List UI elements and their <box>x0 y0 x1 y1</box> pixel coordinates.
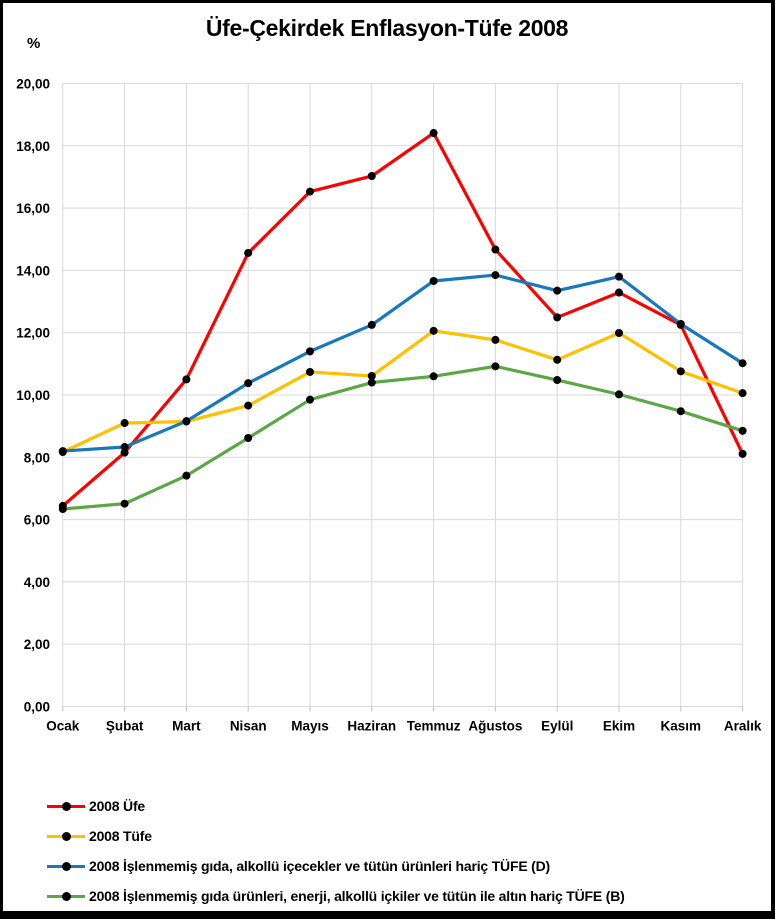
x-tick-label: Ağustos <box>468 719 522 734</box>
data-point-s3-2 <box>182 471 191 480</box>
data-point-s2-4 <box>306 347 314 356</box>
y-axis-unit-label: % <box>27 35 41 52</box>
data-point-s1-1 <box>120 419 129 428</box>
y-tick-label: 16,00 <box>16 201 50 216</box>
legend-item-2: 2008 İşlenmemiş gıda, alkollü içecekler … <box>47 851 625 881</box>
data-point-s0-11 <box>738 449 747 458</box>
data-point-s0-5 <box>367 172 376 181</box>
legend-marker-dot <box>62 831 71 841</box>
data-point-s2-0 <box>58 447 67 456</box>
data-point-s0-7 <box>491 245 500 254</box>
data-point-s2-10 <box>676 319 685 328</box>
x-tick-label: Aralık <box>724 719 762 734</box>
y-tick-label: 6,00 <box>24 513 50 528</box>
line-chart: 0,00 2,00 4,00 6,00 8,00 10,00 12,00 14,00 16,00… <box>16 77 762 734</box>
legend-line-marker-icon <box>47 861 85 871</box>
data-point-s2-11 <box>738 359 747 368</box>
data-point-s3-1 <box>120 499 129 508</box>
legend-item-3: 2008 İşlenmemiş gıda ürünleri, enerji, a… <box>47 881 625 911</box>
x-tick-label: Eylül <box>541 719 573 734</box>
x-tick-label: Kasım <box>661 719 702 734</box>
legend-label: 2008 İşlenmemiş gıda ürünleri, enerji, a… <box>89 888 625 904</box>
data-point-s0-4 <box>306 187 314 196</box>
data-point-s0-1 <box>120 448 129 457</box>
y-tick-label: 12,00 <box>16 326 50 341</box>
legend-line-marker-icon <box>47 801 85 811</box>
y-tick-label: 4,00 <box>24 575 50 590</box>
legend-label: 2008 Üfe <box>89 798 145 814</box>
data-point-s2-3 <box>244 379 253 388</box>
data-point-s2-6 <box>429 276 438 285</box>
y-tick-label: 20,00 <box>16 77 50 92</box>
data-point-s0-2 <box>182 375 191 384</box>
data-point-s2-1 <box>120 443 129 452</box>
data-point-s3-8 <box>553 376 562 385</box>
chart-title: Üfe-Çekirdek Enflasyon-Tüfe 2008 <box>205 15 569 41</box>
data-point-s1-10 <box>676 367 685 376</box>
y-tick-label: 10,00 <box>16 388 50 403</box>
series-line-2 <box>61 273 745 453</box>
y-tick-label: 2,00 <box>24 637 50 652</box>
x-tick-label: Temmuz <box>407 719 461 734</box>
legend-marker-dot <box>62 891 71 901</box>
data-point-s2-2 <box>182 417 191 426</box>
legend-item-0: 2008 Üfe <box>47 791 625 821</box>
x-tick-label: Ocak <box>46 719 80 734</box>
x-tick-label: Ekim <box>603 719 635 734</box>
data-point-s2-5 <box>367 320 376 329</box>
legend-label: 2008 İşlenmemiş gıda, alkollü içecekler … <box>89 858 550 874</box>
y-tick-label: 8,00 <box>24 450 50 465</box>
data-point-s3-11 <box>738 426 747 435</box>
data-point-s1-11 <box>738 389 747 398</box>
data-point-s1-5 <box>367 371 376 380</box>
x-tick-label: Mayıs <box>291 719 329 734</box>
x-tick-label: Şubat <box>106 719 144 734</box>
data-point-s2-9 <box>615 272 623 281</box>
data-point-s0-3 <box>244 248 253 257</box>
legend-line-marker-icon <box>47 891 85 901</box>
legend-item-1: 2008 Tüfe <box>47 821 625 851</box>
y-tick-label: 0,00 <box>24 700 50 715</box>
series-line-1 <box>61 329 745 454</box>
data-point-s1-3 <box>244 401 253 410</box>
data-point-s1-9 <box>615 329 623 338</box>
y-tick-label: 14,00 <box>16 263 50 278</box>
legend-marker-dot <box>62 801 71 811</box>
data-point-s0-9 <box>615 288 623 297</box>
data-point-s1-6 <box>429 326 438 335</box>
data-point-s2-8 <box>553 286 562 295</box>
data-point-s3-10 <box>676 407 685 416</box>
data-point-s0-8 <box>553 313 562 322</box>
data-point-s3-3 <box>244 433 253 442</box>
data-point-s0-6 <box>429 129 438 138</box>
legend-label: 2008 Tüfe <box>89 828 152 844</box>
series-line-3 <box>61 364 745 511</box>
data-point-s3-5 <box>367 378 376 387</box>
data-point-s1-8 <box>553 355 562 364</box>
data-point-s3-4 <box>306 395 314 404</box>
data-point-s3-9 <box>615 390 623 399</box>
legend-marker-dot <box>62 861 71 871</box>
y-tick-label: 18,00 <box>16 139 50 154</box>
x-tick-label: Mart <box>172 719 201 734</box>
data-point-s1-4 <box>306 367 314 376</box>
data-point-s3-0 <box>58 505 67 514</box>
chart-legend: 2008 Üfe 2008 Tüfe 2008 İşlenmemiş gıda, a… <box>47 791 625 911</box>
x-tick-label: Haziran <box>347 719 396 734</box>
legend-line-marker-icon <box>47 831 85 841</box>
data-point-s2-7 <box>491 271 500 280</box>
data-point-s3-7 <box>491 362 500 371</box>
series-line-0 <box>61 131 745 508</box>
data-point-s1-7 <box>491 335 500 344</box>
x-tick-label: Nisan <box>230 719 267 734</box>
data-point-s3-6 <box>429 372 438 381</box>
